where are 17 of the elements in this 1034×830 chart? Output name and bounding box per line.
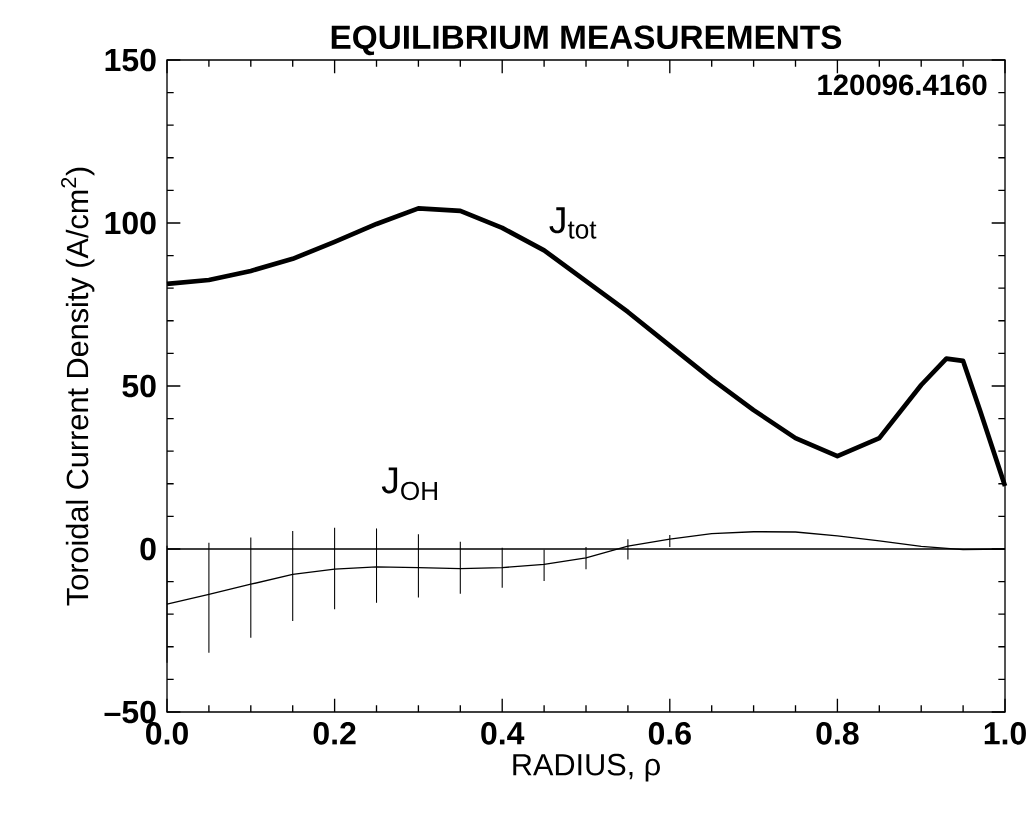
x-tick-label: 1.0 (984, 722, 1026, 745)
x-axis-title: RADIUS, ρ (513, 753, 660, 782)
y-tick-label: 0 (140, 537, 156, 561)
x-tick-label: 0.2 (313, 722, 356, 745)
chart-title: EQUILIBRIUM MEASUREMENTS (331, 25, 842, 56)
y-tick-label: 150 (105, 48, 156, 72)
y-tick-label: 50 (122, 374, 156, 398)
x-tick-label: 0.6 (648, 722, 691, 745)
x-tick-label: 0.0 (146, 722, 188, 745)
y-axis-title: Toroidal Current Density (A/cm$^{2}$) (61, 167, 95, 606)
y-tick-label: –50 (104, 700, 156, 724)
series-label: J$_{OH}$ (381, 467, 437, 501)
x-tick-label: 0.4 (481, 722, 525, 745)
series-label: J$_{tot}$ (549, 207, 597, 239)
x-tick-label: 0.8 (816, 722, 859, 745)
y-tick-label: 100 (105, 211, 156, 235)
annotation: 120096.4160 (818, 74, 987, 96)
